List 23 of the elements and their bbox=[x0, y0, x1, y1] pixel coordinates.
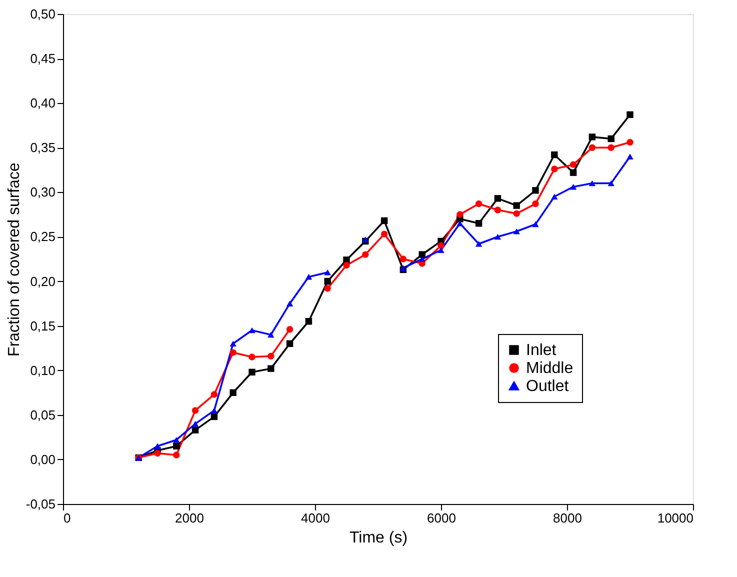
legend-label: Middle bbox=[526, 360, 574, 377]
y-tick-label: 0,25 bbox=[30, 229, 56, 244]
y-tick-label: 0,40 bbox=[30, 96, 56, 111]
y-tick-label: 0,10 bbox=[30, 362, 56, 378]
y-tick-label: 0,30 bbox=[30, 184, 56, 200]
x-tick-label: 8000 bbox=[553, 510, 582, 526]
y-axis-title: Fraction of covered surface bbox=[6, 162, 23, 356]
y-tick-label: -0,05 bbox=[26, 496, 56, 512]
y-tick-label: 0,35 bbox=[30, 140, 56, 156]
x-tick-label: 6000 bbox=[427, 510, 456, 526]
y-tick-label: 0,45 bbox=[30, 51, 56, 66]
y-tick-label: 0,00 bbox=[30, 452, 56, 467]
legend-label: Inlet bbox=[526, 342, 557, 359]
x-tick-label: 2000 bbox=[175, 510, 204, 526]
x-tick-label: 10000 bbox=[657, 510, 694, 526]
y-tick-label: 0,15 bbox=[30, 318, 56, 334]
x-tick-label: 4000 bbox=[301, 510, 330, 526]
y-tick-label: 0,50 bbox=[30, 6, 56, 22]
y-tick-label: 0,05 bbox=[30, 407, 56, 422]
legend-label: Outlet bbox=[526, 378, 570, 395]
y-tick-label: 0,20 bbox=[30, 274, 56, 289]
x-axis-title: Time (s) bbox=[349, 530, 408, 546]
x-tick-label: 0 bbox=[64, 510, 71, 526]
